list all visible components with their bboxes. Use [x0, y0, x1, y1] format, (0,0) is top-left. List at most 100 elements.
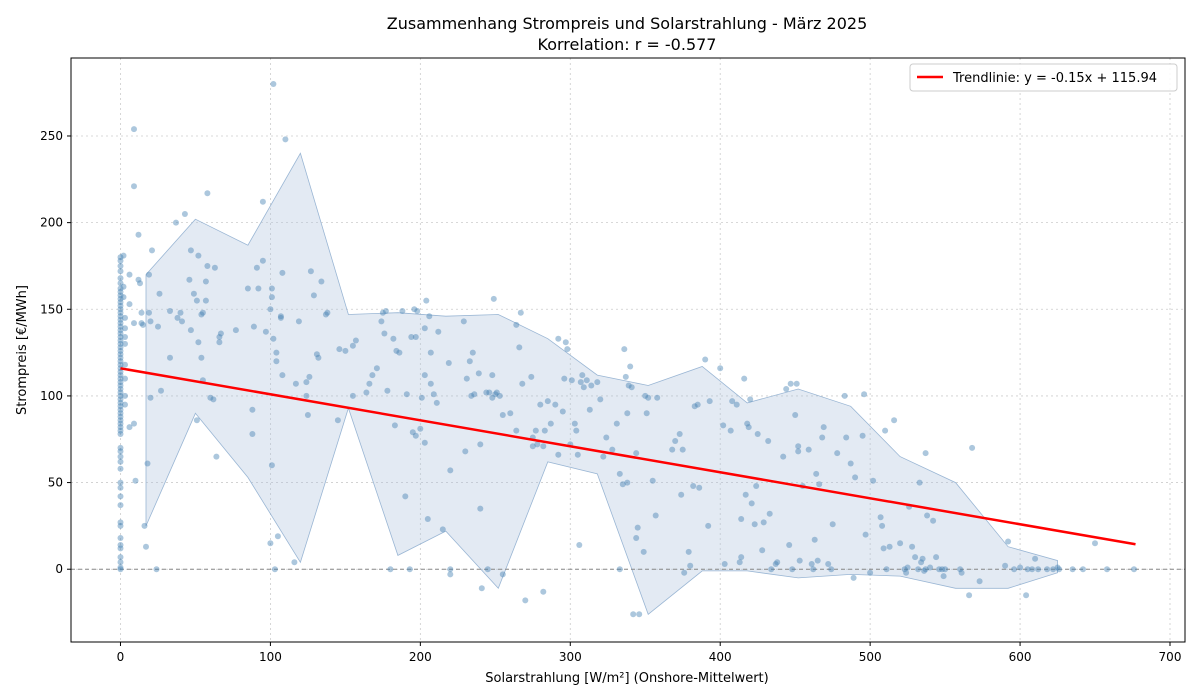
data-point: [146, 271, 152, 278]
data-point: [132, 477, 139, 484]
data-point: [295, 318, 302, 325]
data-point: [795, 443, 802, 450]
data-point: [843, 434, 850, 441]
data-point: [378, 318, 385, 325]
data-point: [117, 493, 124, 500]
data-point: [117, 389, 124, 396]
data-point: [903, 569, 910, 576]
data-point: [813, 470, 820, 477]
data-point: [654, 394, 661, 401]
data-point: [117, 502, 124, 509]
data-point: [310, 292, 317, 299]
data-point: [117, 392, 124, 399]
data-point: [561, 375, 568, 382]
data-point: [616, 566, 623, 573]
data-point: [306, 373, 313, 380]
data-point: [187, 247, 194, 254]
data-point: [187, 327, 194, 334]
data-point: [131, 126, 137, 133]
data-point: [792, 412, 799, 418]
data-point: [519, 380, 526, 387]
data-point: [117, 254, 124, 261]
data-point: [117, 396, 124, 403]
data-point: [717, 365, 724, 372]
data-point: [850, 574, 857, 581]
data-point: [117, 295, 124, 302]
data-point: [117, 337, 124, 344]
data-point: [279, 269, 286, 276]
data-point: [273, 349, 280, 356]
data-point: [649, 477, 656, 484]
data-point: [117, 444, 124, 451]
legend-trend-label: Trendlinie: y = -0.15x + 115.94: [952, 71, 1157, 86]
data-point: [117, 344, 124, 351]
data-point: [921, 567, 928, 574]
data-point: [334, 417, 341, 424]
data-point: [117, 559, 124, 566]
data-point: [460, 318, 467, 325]
data-point: [117, 358, 124, 365]
data-point: [966, 592, 973, 599]
data-point: [897, 540, 904, 547]
data-point: [117, 316, 124, 323]
data-point: [841, 392, 848, 399]
data-point: [352, 337, 359, 344]
data-point: [195, 252, 202, 259]
data-point: [462, 448, 469, 455]
data-point: [186, 276, 193, 283]
data-point: [490, 295, 497, 302]
data-point: [342, 347, 349, 354]
data-point: [765, 438, 772, 444]
data-point: [918, 559, 925, 566]
data-point: [645, 394, 652, 401]
data-point: [492, 391, 499, 398]
data-point: [544, 398, 551, 405]
data-point: [126, 271, 133, 278]
data-point: [411, 306, 418, 313]
data-point: [499, 412, 506, 418]
data-point: [373, 365, 380, 372]
data-point: [117, 275, 124, 282]
data-point: [616, 470, 623, 477]
data-point: [204, 190, 211, 197]
data-point: [691, 403, 698, 410]
data-point: [384, 387, 391, 394]
data-point: [540, 588, 547, 595]
data-point: [262, 328, 269, 335]
data-point: [141, 522, 148, 529]
data-point: [393, 347, 400, 354]
data-point: [268, 285, 275, 292]
data-point: [603, 434, 610, 441]
data-point: [811, 536, 818, 543]
chart-title: Zusammenhang Strompreis und Solarstrahlu…: [387, 14, 868, 33]
data-point: [138, 320, 145, 327]
data-point: [117, 285, 124, 292]
data-point: [418, 394, 425, 401]
data-point: [634, 524, 641, 531]
data-point: [588, 382, 595, 389]
data-point: [774, 559, 781, 566]
data-point: [517, 309, 524, 316]
data-point: [633, 450, 640, 457]
data-point: [117, 379, 124, 386]
data-point: [976, 578, 983, 585]
data-point: [349, 342, 356, 349]
data-point: [537, 401, 544, 408]
data-point: [117, 522, 124, 529]
plot-area-frame: [70, 57, 1186, 643]
data-point: [117, 427, 124, 434]
data-point: [122, 361, 128, 368]
data-point: [768, 566, 775, 573]
data-point: [117, 535, 124, 541]
data-point: [552, 401, 559, 408]
data-point: [117, 268, 124, 275]
data-point: [155, 323, 161, 330]
data-point: [1131, 566, 1137, 573]
x-tick-label: 200: [409, 650, 432, 664]
data-point: [117, 545, 124, 552]
data-point: [580, 384, 587, 391]
data-point: [318, 278, 325, 285]
data-point: [131, 420, 137, 427]
data-point: [759, 547, 766, 554]
data-point: [433, 399, 440, 406]
